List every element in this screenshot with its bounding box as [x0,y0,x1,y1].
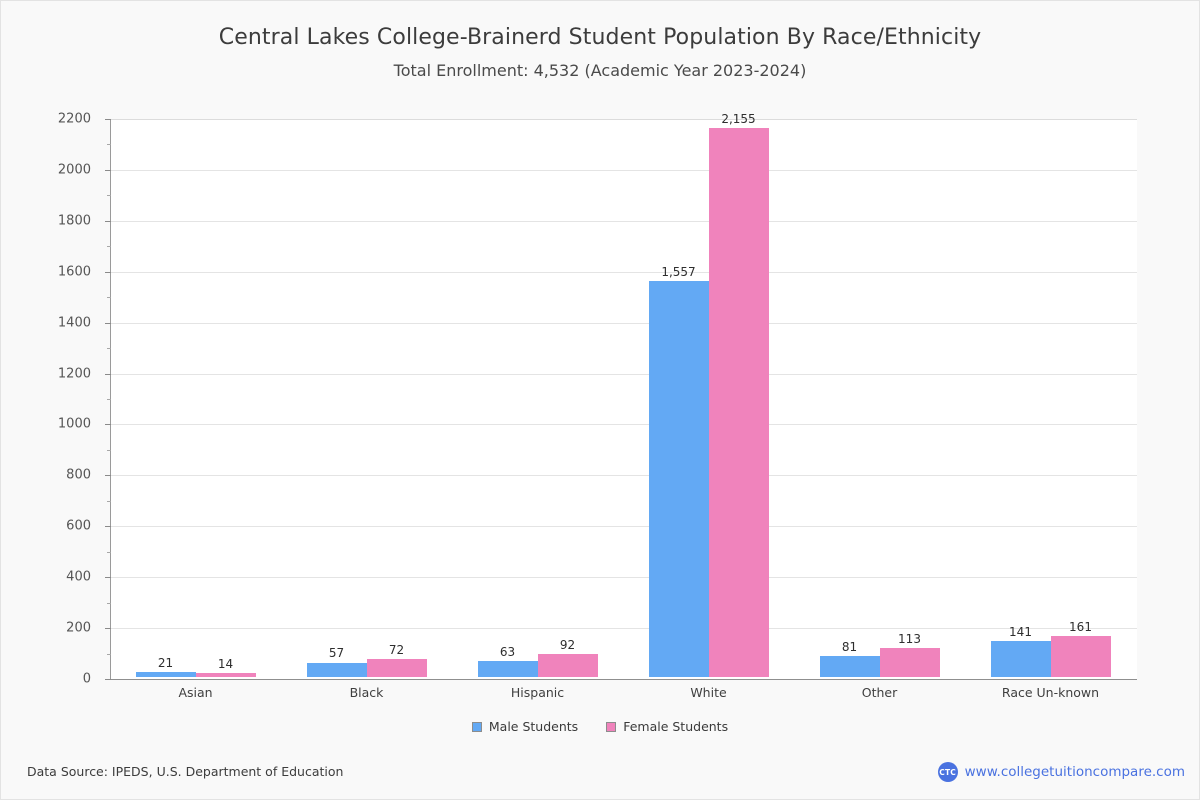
y-axis-tick [105,220,111,222]
gridline [111,322,1137,324]
legend-swatch-female-icon [606,721,617,732]
gridline [111,119,1137,120]
y-axis-tick [105,424,111,426]
gridline [111,628,1137,630]
y-axis-tick [105,119,111,120]
y-axis-tick-label: 2200 [57,111,91,127]
y-axis-tick-label: 1800 [57,213,91,229]
y-axis-minor-tick [107,602,111,604]
bar-female-other[interactable] [879,648,940,677]
bar-female-race-un-known[interactable] [1050,636,1111,677]
bar-value-label: 92 [559,637,576,652]
x-axis-label-asian: Asian [178,685,213,700]
gridline [111,220,1137,222]
y-axis-minor-tick [107,399,111,400]
bar-female-black[interactable] [366,658,427,677]
bar-value-label: 161 [1069,620,1092,635]
bar-value-label: 72 [388,642,405,657]
gridline [111,373,1137,375]
x-axis-label-hispanic: Hispanic [510,685,565,700]
y-axis-tick [105,322,111,324]
y-axis-tick-label: 400 [66,569,91,585]
legend-label-male: Male Students [488,719,579,734]
bar-value-label: 1,557 [661,264,696,279]
y-axis-tick-label: 2000 [57,162,91,178]
x-axis-label-white: White [690,685,727,700]
y-axis-minor-tick [107,348,111,350]
data-source-note: Data Source: IPEDS, U.S. Department of E… [27,764,344,779]
y-axis-tick-label: 600 [66,518,91,534]
x-axis-label-black: Black [349,685,384,700]
bar-male-asian[interactable] [135,671,196,677]
brand-url-link[interactable]: www.collegetuitioncompare.com [964,764,1185,780]
gridline [111,577,1137,579]
y-axis-minor-tick [107,551,111,553]
y-axis-tick [105,577,111,579]
y-axis-tick [105,679,111,680]
bar-value-label: 141 [1009,625,1032,640]
bar-value-label: 113 [898,632,921,647]
gridline [111,271,1137,273]
y-axis-minor-tick [107,297,111,299]
chart-subtitle: Total Enrollment: 4,532 (Academic Year 2… [393,61,807,80]
gridline [111,169,1137,171]
x-axis-label-race-un-known: Race Un-known [1001,685,1100,700]
y-axis-tick-label: 200 [66,620,91,636]
bar-value-label: 63 [499,644,516,659]
y-axis-tick [105,373,111,375]
y-axis-tick-label: 1600 [57,264,91,280]
y-axis-tick-label: 1000 [57,416,91,432]
y-axis-minor-tick [107,449,111,451]
chart-title: Central Lakes College-Brainerd Student P… [218,25,982,50]
bar-female-asian[interactable] [195,673,256,677]
brand-watermark[interactable]: CTC www.collegetuitioncompare.com [937,762,1185,782]
bar-value-label: 2,155 [721,112,756,127]
legend-label-female: Female Students [623,719,729,734]
gridline [111,475,1137,477]
bar-male-other[interactable] [819,656,880,677]
y-axis-tick [105,526,111,528]
y-axis-minor-tick [107,246,111,248]
gridline [111,526,1137,528]
bar-male-hispanic[interactable] [477,660,538,677]
y-axis-tick [105,475,111,477]
bar-male-black[interactable] [306,662,367,677]
bar-female-hispanic[interactable] [537,653,598,677]
x-axis-label-other: Other [861,685,898,700]
plot-area [105,119,1137,680]
y-axis-tick-label: 1200 [57,366,91,382]
gridline [111,424,1137,426]
legend-item-male-students[interactable]: Male Students [471,719,579,734]
y-axis-minor-tick [107,195,111,197]
y-axis-tick-label: 0 [82,671,91,687]
bar-value-label: 81 [841,640,858,655]
y-axis-tick-label: 800 [66,467,91,483]
y-axis-tick [105,271,111,273]
y-axis-tick-label: 1400 [57,315,91,331]
bar-value-label: 21 [157,655,174,670]
bar-male-race-un-known[interactable] [990,641,1051,677]
bar-value-label: 14 [217,657,234,672]
y-axis-minor-tick [107,500,111,502]
bar-male-white[interactable] [648,280,709,677]
y-axis-tick [105,169,111,171]
chart-legend: Male Students Female Students [1,719,1199,734]
y-axis-tick [105,628,111,630]
y-axis-minor-tick [107,653,111,655]
y-axis-minor-tick [107,144,111,146]
legend-item-female-students[interactable]: Female Students [606,719,728,734]
bar-value-label: 57 [328,646,345,661]
ctc-logo-icon: CTC [937,762,958,782]
legend-swatch-male-icon [471,721,482,732]
bar-female-white[interactable] [708,128,769,677]
